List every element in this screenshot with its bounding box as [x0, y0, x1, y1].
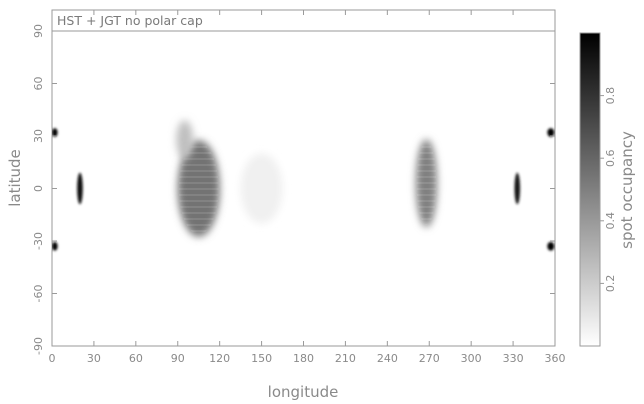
occupancy-region-3 — [240, 153, 283, 224]
occupancy-region-6 — [514, 172, 521, 205]
x-tick-label: 0 — [49, 352, 56, 365]
colorbar-tick-label: 0.4 — [604, 212, 617, 230]
x-tick-label: 330 — [503, 352, 524, 365]
y-tick-label: 90 — [32, 24, 45, 38]
colorbar-tick-label: 0.2 — [604, 275, 617, 293]
x-tick-label: 30 — [87, 352, 101, 365]
x-tick-label: 150 — [251, 352, 272, 365]
chart-title: HST + JGT no polar cap — [57, 13, 203, 28]
occupancy-texture-1 — [178, 142, 219, 235]
x-tick-label: 90 — [171, 352, 185, 365]
colorbar-ticks: 0.2 0.4 0.6 0.8 — [600, 87, 617, 292]
x-axis-label: longitude — [268, 383, 339, 401]
x-tick-label: 240 — [377, 352, 398, 365]
y-axis-label: latitude — [6, 149, 24, 207]
x-tick-label: 300 — [461, 352, 482, 365]
x-tick-label: 180 — [293, 352, 314, 365]
occupancy-region-2 — [176, 120, 194, 159]
x-tick-label: 60 — [129, 352, 143, 365]
y-tick-label: 60 — [32, 77, 45, 91]
heatmap-layer — [52, 120, 555, 251]
x-tick-label: 360 — [545, 352, 566, 365]
occupancy-region-7 — [52, 128, 58, 137]
x-tick-label: 210 — [335, 352, 356, 365]
colorbar-tick-label: 0.6 — [604, 149, 617, 167]
colorbar-label: spot occupancy — [618, 131, 636, 249]
y-tick-label: 30 — [32, 129, 45, 143]
colorbar — [579, 32, 601, 347]
plot-area — [51, 9, 556, 347]
y-tick-label: -30 — [32, 232, 45, 250]
y-tick-label: 0 — [32, 185, 45, 192]
x-tick-label: 120 — [209, 352, 230, 365]
x-tick-label: 270 — [419, 352, 440, 365]
occupancy-region-10 — [547, 241, 555, 251]
y-tick-label: -90 — [32, 337, 45, 355]
occupancy-texture-4 — [416, 141, 437, 225]
occupancy-region-5 — [77, 172, 83, 205]
colorbar-tick-label: 0.8 — [604, 87, 617, 105]
occupancy-region-9 — [547, 128, 555, 137]
x-axis-ticks: 0 30 60 90 120 150 180 210 240 270 300 330 360 — [49, 10, 566, 365]
occupancy-region-8 — [52, 241, 58, 251]
y-tick-label: -60 — [32, 285, 45, 303]
y-axis-ticks: -90 -60 -30 0 30 60 90 — [32, 24, 555, 355]
